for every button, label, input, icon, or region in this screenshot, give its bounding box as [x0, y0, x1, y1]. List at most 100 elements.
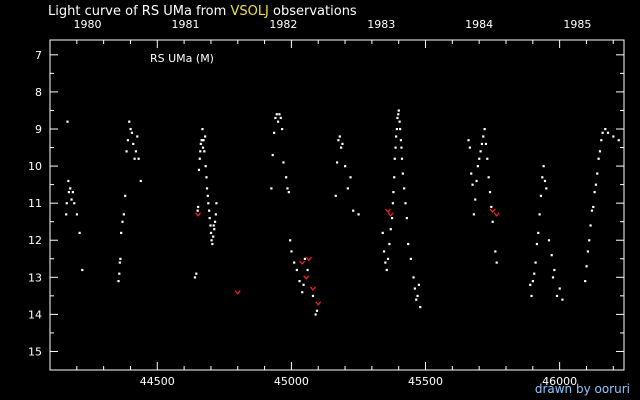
- visual-point: [214, 213, 217, 216]
- visual-point: [73, 202, 76, 205]
- visual-point: [600, 139, 603, 142]
- y-tick-label: 13: [28, 271, 42, 284]
- visual-point: [204, 165, 207, 168]
- visual-point: [584, 280, 587, 283]
- visual-point: [282, 161, 285, 164]
- visual-point: [314, 313, 317, 316]
- year-label: 1983: [367, 18, 395, 31]
- visual-point: [65, 213, 68, 216]
- visual-point: [529, 283, 532, 286]
- visual-point: [533, 272, 536, 275]
- visual-point: [550, 254, 553, 257]
- visual-point: [419, 305, 422, 309]
- visual-point: [122, 213, 125, 216]
- fainter-than-point: [309, 286, 316, 291]
- visual-point: [197, 168, 201, 171]
- visual-point: [199, 150, 202, 153]
- year-label: 1982: [269, 18, 297, 31]
- visual-point: [547, 239, 551, 242]
- visual-point: [601, 131, 604, 134]
- visual-point: [126, 139, 129, 142]
- visual-point: [207, 202, 210, 205]
- visual-point: [198, 157, 201, 160]
- visual-point: [412, 276, 415, 279]
- visual-point: [67, 179, 70, 183]
- visual-point: [555, 294, 559, 298]
- year-label: 1984: [465, 18, 493, 31]
- visual-point: [278, 113, 281, 116]
- visual-point: [301, 291, 304, 294]
- visual-point: [205, 187, 209, 190]
- title-suffix: observations: [273, 4, 357, 19]
- visual-point: [558, 287, 561, 290]
- visual-point: [66, 120, 69, 123]
- visual-point: [201, 146, 205, 149]
- visual-point: [295, 268, 298, 272]
- plot-frame: [49, 39, 625, 371]
- visual-point: [391, 202, 394, 205]
- visual-point: [543, 179, 547, 183]
- y-tick-label: 8: [35, 86, 42, 99]
- visual-point: [118, 261, 121, 264]
- visual-point: [491, 220, 494, 223]
- title-prefix: Light curve of RS UMa from: [48, 4, 227, 19]
- visual-point: [590, 209, 594, 212]
- visual-point: [484, 142, 488, 146]
- visual-point: [384, 261, 387, 264]
- y-tick-label: 9: [35, 123, 42, 136]
- visual-point: [490, 205, 493, 209]
- visual-point: [405, 216, 408, 220]
- visual-point: [293, 261, 296, 264]
- visual-point: [561, 298, 564, 301]
- visual-point: [393, 157, 396, 160]
- x-tick-label: 44500: [140, 375, 175, 388]
- visual-point: [311, 294, 315, 298]
- visual-point: [467, 139, 470, 142]
- visual-point: [193, 276, 197, 279]
- visual-point: [415, 298, 418, 301]
- visual-point: [125, 150, 128, 153]
- visual-point: [539, 194, 543, 197]
- visual-point: [352, 209, 355, 212]
- visual-point: [136, 135, 139, 138]
- visual-point: [315, 309, 319, 312]
- visual-point: [119, 257, 122, 260]
- visual-point: [535, 242, 539, 246]
- visual-point: [385, 268, 388, 272]
- visual-point: [213, 220, 217, 223]
- visual-point: [271, 153, 274, 157]
- visual-point: [215, 202, 218, 205]
- visual-point: [209, 231, 213, 235]
- visual-point: [133, 157, 136, 160]
- visual-point: [381, 231, 384, 235]
- visual-point: [205, 176, 208, 179]
- fainter-than-point: [195, 212, 202, 217]
- visual-point: [480, 142, 484, 146]
- plot-label: RS UMa (M): [150, 52, 214, 65]
- visual-point: [344, 165, 347, 168]
- visual-point: [65, 202, 68, 205]
- visual-point: [346, 187, 349, 190]
- visual-point: [340, 146, 343, 149]
- visual-point: [382, 250, 386, 253]
- visual-point: [275, 113, 278, 116]
- visual-point: [530, 294, 533, 298]
- visual-point: [212, 224, 215, 227]
- visual-point: [403, 187, 406, 190]
- visual-point: [396, 116, 399, 120]
- visual-point: [471, 183, 474, 186]
- visual-point: [398, 120, 401, 123]
- visual-point: [285, 176, 288, 179]
- visual-point: [401, 172, 404, 175]
- fainter-than-point: [493, 212, 500, 217]
- y-tick-label: 15: [28, 345, 42, 358]
- visual-point: [279, 116, 282, 120]
- visual-point: [81, 268, 84, 272]
- visual-point: [612, 135, 615, 138]
- y-tick-label: 12: [28, 234, 42, 247]
- visual-point: [395, 135, 398, 138]
- fainter-than-point: [234, 290, 241, 295]
- visual-point: [413, 287, 416, 290]
- visual-point: [195, 272, 198, 275]
- visual-point: [551, 276, 555, 279]
